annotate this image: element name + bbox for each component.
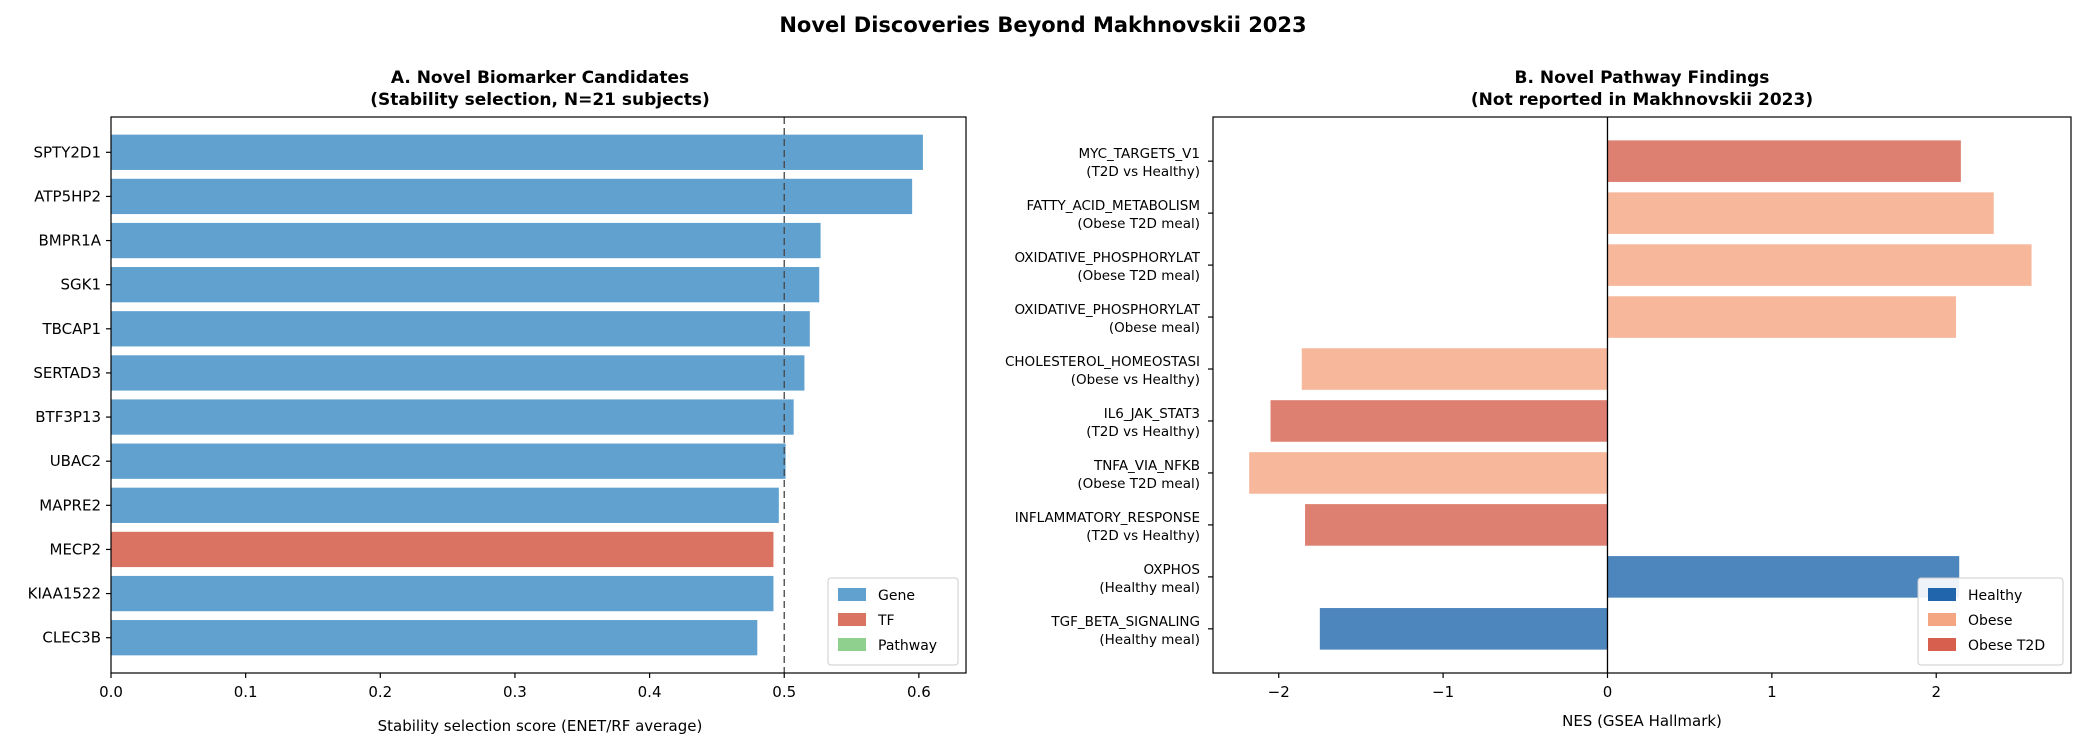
- y-tick-comparison: (T2D vs Healthy): [1086, 528, 1200, 544]
- legend-swatch-healthy: [1928, 588, 1956, 601]
- y-tick-pathway-name: TNFA_VIA_NFKB: [1093, 458, 1200, 474]
- y-tick-comparison: (T2D vs Healthy): [1086, 424, 1200, 440]
- legend-swatch-gene: [838, 588, 866, 601]
- y-tick-label-kiaa1522: KIAA1522: [28, 585, 101, 603]
- x-tick-label: 2: [1931, 683, 1941, 701]
- x-tick-label: 0.4: [638, 683, 662, 701]
- panel-a-title-line2: (Stability selection, N=21 subjects): [370, 90, 709, 110]
- y-tick-label-spty2d1: SPTY2D1: [33, 143, 101, 161]
- panel-a-axes-frame: [110, 116, 967, 674]
- bar-inflammatory-response-t2d-vs-healthy: [1305, 504, 1608, 546]
- x-tick-label: −1: [1432, 683, 1454, 701]
- y-tick-pathway-name: IL6_JAK_STAT3: [1104, 406, 1200, 422]
- y-tick-pathway-name: TGF_BETA_SIGNALING: [1050, 614, 1200, 630]
- bar-clec3b: [111, 620, 758, 656]
- legend-label-pathway: Pathway: [878, 638, 937, 654]
- y-tick-comparison: (Obese T2D meal): [1077, 476, 1200, 492]
- x-tick-label: 0.3: [503, 683, 527, 701]
- bar-il6-jak-stat3-t2d-vs-healthy: [1270, 400, 1608, 442]
- bar-tgf-beta-signaling-healthy-meal: [1319, 608, 1608, 650]
- y-tick-label-sertad3: SERTAD3: [33, 364, 101, 382]
- bar-sertad3: [111, 355, 805, 391]
- panel-b-x-axis-label: NES (GSEA Hallmark): [1562, 712, 1722, 730]
- y-tick-comparison: (T2D vs Healthy): [1086, 164, 1200, 180]
- y-tick-pathway-name: OXIDATIVE_PHOSPHORYLAT: [1014, 302, 1200, 318]
- y-tick-label-clec3b: CLEC3B: [42, 629, 101, 647]
- legend-label-obese: Obese: [1968, 613, 2012, 629]
- y-tick-comparison: (Obese meal): [1109, 320, 1200, 336]
- bar-ubac2: [111, 443, 786, 479]
- y-tick-pathway-name: OXPHOS: [1144, 562, 1201, 578]
- bar-cholesterol-homeostasi-obese-vs-healthy: [1301, 348, 1608, 390]
- panel-b-title-line2: (Not reported in Makhnovskii 2023): [1471, 90, 1813, 110]
- panel-b-legend: Healthy Obese Obese T2D: [1917, 577, 2064, 666]
- y-tick-pathway-name: OXIDATIVE_PHOSPHORYLAT: [1014, 250, 1200, 266]
- legend-swatch-tf: [838, 613, 866, 626]
- x-tick-label: 0.1: [234, 683, 258, 701]
- y-tick-comparison: (Obese T2D meal): [1077, 268, 1200, 284]
- x-tick-label: 1: [1767, 683, 1777, 701]
- legend-label-gene: Gene: [878, 588, 915, 604]
- y-tick-label-sgk1: SGK1: [60, 276, 101, 294]
- y-tick-label-tbcap1: TBCAP1: [41, 320, 101, 338]
- panel-a-legend: Gene TF Pathway: [827, 577, 959, 666]
- x-tick-label: 0.2: [368, 683, 392, 701]
- bar-mapre2: [111, 487, 779, 523]
- y-tick-label-mapre2: MAPRE2: [39, 496, 101, 514]
- x-tick-label: 0.5: [772, 683, 796, 701]
- y-tick-pathway-name: CHOLESTEROL_HOMEOSTASI: [1005, 354, 1200, 370]
- bar-spty2d1: [111, 134, 923, 170]
- y-tick-comparison: (Obese T2D meal): [1077, 216, 1200, 232]
- legend-label-healthy: Healthy: [1968, 588, 2022, 604]
- y-tick-label-btf3p13: BTF3P13: [35, 408, 101, 426]
- y-tick-label-bmpr1a: BMPR1A: [38, 232, 101, 250]
- bar-fatty-acid-metabolism-obese-t2d-meal: [1607, 192, 1994, 234]
- bar-tbcap1: [111, 311, 810, 347]
- legend-label-tf: TF: [877, 613, 895, 629]
- y-tick-pathway-name: FATTY_ACID_METABOLISM: [1027, 198, 1201, 214]
- panel-b-axes-frame: [1212, 116, 2072, 674]
- bar-sgk1: [111, 267, 820, 303]
- x-tick-label: 0.6: [907, 683, 931, 701]
- bar-mecp2: [111, 531, 774, 568]
- y-tick-label-ubac2: UBAC2: [50, 452, 101, 470]
- y-tick-comparison: (Healthy meal): [1099, 580, 1200, 596]
- bar-tnfa-via-nfkb-obese-t2d-meal: [1249, 452, 1608, 494]
- x-tick-label: −2: [1268, 683, 1290, 701]
- y-tick-label-mecp2: MECP2: [50, 540, 101, 558]
- legend-swatch-pathway: [838, 638, 866, 651]
- bar-bmpr1a: [111, 222, 821, 259]
- bar-oxidative-phosphorylat-obese-meal: [1607, 296, 1956, 338]
- legend-swatch-obese: [1928, 613, 1956, 626]
- x-tick-label: 0.0: [99, 683, 123, 701]
- panel-a-title-line1: A. Novel Biomarker Candidates: [391, 68, 689, 88]
- legend-label-obese-t2d: Obese T2D: [1968, 638, 2045, 654]
- y-tick-pathway-name: MYC_TARGETS_V1: [1078, 146, 1200, 162]
- y-tick-label-atp5hp2: ATP5HP2: [34, 187, 101, 205]
- bar-btf3p13: [111, 399, 794, 435]
- legend-swatch-obese-t2d: [1928, 638, 1956, 651]
- bar-atp5hp2: [111, 178, 913, 215]
- bar-oxphos-healthy-meal: [1607, 556, 1960, 598]
- figure-title: Novel Discoveries Beyond Makhnovskii 202…: [779, 13, 1306, 37]
- panel-a-x-axis-label: Stability selection score (ENET/RF avera…: [378, 717, 703, 735]
- bar-oxidative-phosphorylat-obese-t2d-meal: [1607, 244, 2032, 286]
- x-tick-label: 0: [1603, 683, 1613, 701]
- panel-b-pathway-chart: B. Novel Pathway Findings (Not reported …: [1005, 68, 2072, 730]
- bar-myc-targets-v1-t2d-vs-healthy: [1607, 140, 1961, 182]
- panel-a-biomarker-chart: A. Novel Biomarker Candidates (Stability…: [28, 68, 967, 735]
- y-tick-pathway-name: INFLAMMATORY_RESPONSE: [1015, 510, 1200, 526]
- bar-kiaa1522: [111, 575, 774, 612]
- panel-b-title-line1: B. Novel Pathway Findings: [1515, 68, 1770, 88]
- y-tick-comparison: (Healthy meal): [1099, 632, 1200, 648]
- y-tick-comparison: (Obese vs Healthy): [1071, 372, 1200, 388]
